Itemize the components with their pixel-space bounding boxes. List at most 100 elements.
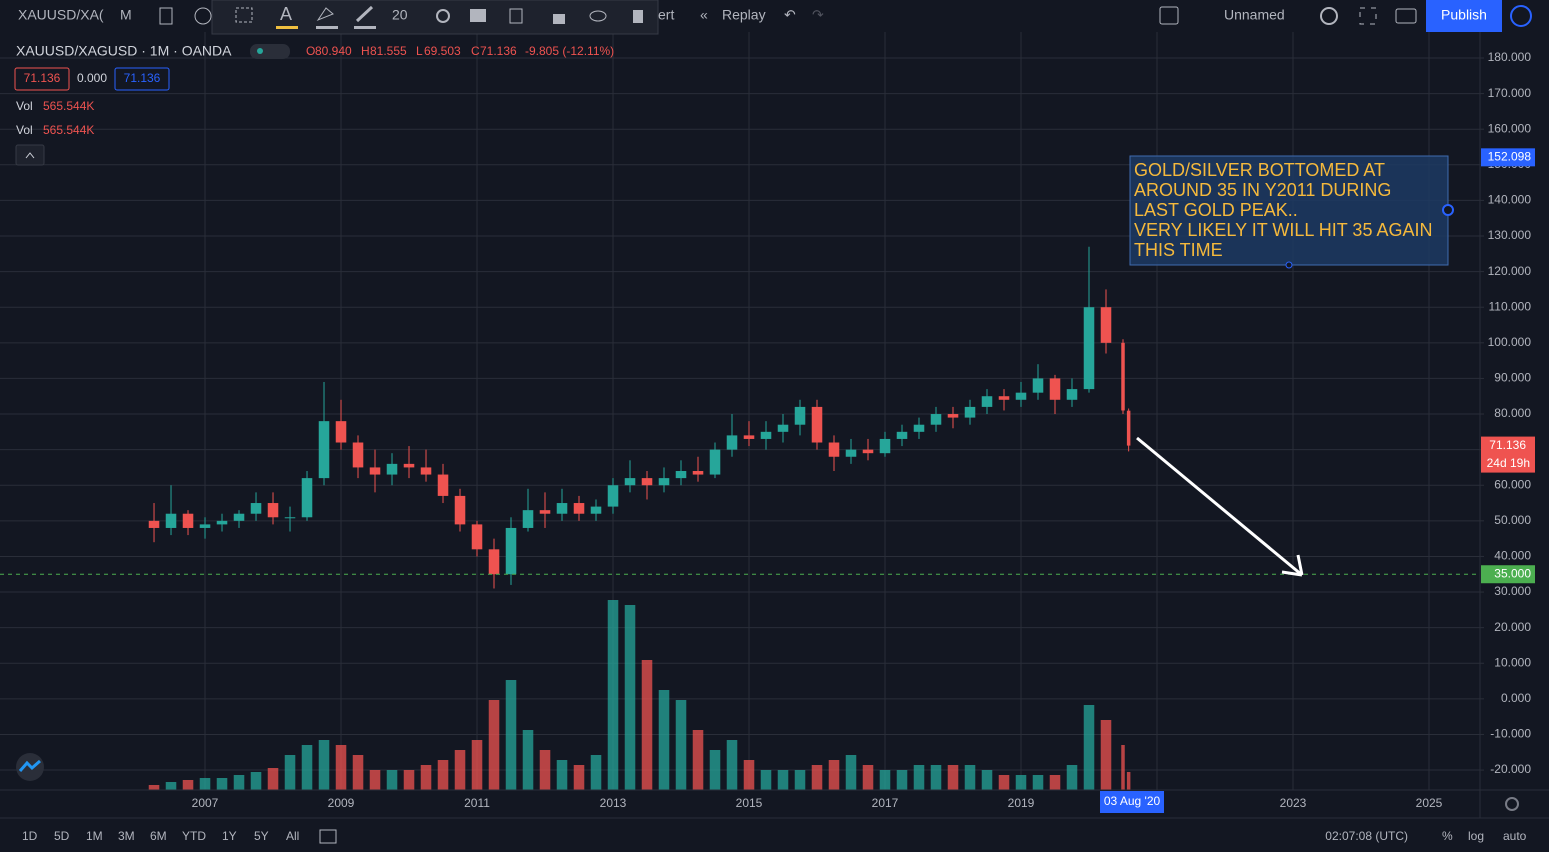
- range-button[interactable]: 1M: [86, 829, 103, 843]
- volume-bar: [1083, 705, 1095, 790]
- clone-tool[interactable]: [509, 8, 523, 24]
- range-button[interactable]: 5Y: [254, 829, 269, 843]
- line-tool[interactable]: [355, 5, 374, 23]
- volume-bar: [556, 760, 568, 790]
- y-tick-label: 120.000: [1488, 264, 1532, 278]
- publish-label[interactable]: Publish: [1441, 7, 1487, 23]
- price-label-bg: [1481, 148, 1535, 167]
- range-button[interactable]: All: [286, 829, 299, 843]
- candle-body: [794, 406, 806, 425]
- tv-logo-mark: [18, 759, 41, 772]
- crosshair-time: 03 Aug '20: [1104, 794, 1161, 808]
- candle-body: [675, 470, 687, 479]
- volume-bar: [794, 770, 806, 790]
- candle-body: [811, 406, 823, 443]
- fill-color: [316, 26, 338, 29]
- select-tool[interactable]: [235, 7, 253, 23]
- font-size[interactable]: 20: [392, 7, 408, 23]
- volume-bar: [641, 660, 653, 790]
- range-button[interactable]: YTD: [182, 829, 206, 843]
- collapse-legend[interactable]: [15, 144, 45, 166]
- vol-label: Vol: [16, 123, 33, 137]
- countdown: 24d 19h: [1487, 456, 1530, 470]
- layout-name[interactable]: Unnamed: [1224, 7, 1285, 23]
- snapshot-button[interactable]: [1395, 8, 1417, 24]
- y-tick-label: 130.000: [1488, 228, 1532, 242]
- annotation-handle[interactable]: [1442, 204, 1454, 216]
- x-tick-label: 2023: [1280, 796, 1307, 810]
- volume-bar: [454, 750, 466, 790]
- candle-body: [199, 524, 211, 528]
- date-range-button[interactable]: [319, 829, 337, 844]
- volume-bar: [1126, 771, 1131, 790]
- text-tool[interactable]: A: [280, 4, 292, 24]
- badge-left: [14, 67, 70, 91]
- legend-title: XAUUSD/XAGUSD · 1M · OANDA: [16, 43, 232, 59]
- fullscreen-button[interactable]: [1359, 7, 1377, 25]
- candle-body: [420, 467, 432, 475]
- range-button[interactable]: 1D: [22, 829, 38, 843]
- replay-button[interactable]: Replay: [722, 7, 766, 23]
- plot-area: [0, 32, 1480, 790]
- volume-bar: [1049, 775, 1061, 790]
- replay-play[interactable]: [1510, 5, 1532, 27]
- publish-button[interactable]: [1426, 0, 1502, 32]
- price-label-bg: [1481, 565, 1535, 584]
- hide-tool[interactable]: [589, 10, 607, 22]
- candle-body: [437, 474, 449, 496]
- range-button[interactable]: 1Y: [222, 829, 237, 843]
- volume-bar: [301, 745, 313, 790]
- auto-toggle[interactable]: auto: [1503, 829, 1527, 843]
- volume-bar: [233, 775, 245, 790]
- range-button[interactable]: 3M: [118, 829, 135, 843]
- candle-body: [947, 414, 959, 418]
- log-toggle[interactable]: log: [1468, 829, 1484, 843]
- alert-button[interactable]: ert: [658, 7, 674, 23]
- range-button[interactable]: 5D: [54, 829, 70, 843]
- y-tick-label: 160.000: [1488, 121, 1532, 135]
- chart-type-button[interactable]: [159, 7, 173, 25]
- candle-body: [216, 520, 228, 525]
- volume-bar: [692, 730, 704, 790]
- candle-body: [590, 506, 602, 514]
- layers-tool[interactable]: [470, 9, 486, 22]
- annotation-box[interactable]: [1129, 155, 1449, 266]
- settings-tool[interactable]: [436, 9, 450, 23]
- percent-toggle[interactable]: %: [1442, 829, 1453, 843]
- price-label: 152.098: [1488, 150, 1532, 164]
- indicators-button[interactable]: [194, 7, 212, 25]
- y-tick-label: 90.000: [1494, 371, 1531, 385]
- interval-button[interactable]: M: [120, 7, 132, 23]
- candle-body: [454, 495, 466, 525]
- volume-bar: [1121, 745, 1125, 790]
- y-tick-label: -20.000: [1490, 762, 1531, 776]
- symbol-button[interactable]: XAUUSD/XA(: [18, 7, 104, 23]
- y-tick-label: 0.000: [1501, 691, 1531, 705]
- x-tick-label: 2019: [1008, 796, 1035, 810]
- redo-button[interactable]: ↷: [812, 7, 824, 23]
- fill-tool[interactable]: [316, 7, 334, 22]
- volume-bar: [471, 740, 483, 790]
- range-button[interactable]: 6M: [150, 829, 167, 843]
- settings-button[interactable]: [1320, 7, 1338, 25]
- lock-tool[interactable]: [553, 14, 565, 24]
- candle-body: [1083, 307, 1095, 390]
- undo-button[interactable]: ↶: [784, 7, 796, 23]
- volume-bar: [930, 765, 942, 790]
- volume-bar: [369, 770, 381, 790]
- volume-bar: [165, 782, 177, 790]
- candle-body: [233, 513, 245, 521]
- vol-label: Vol: [16, 99, 33, 113]
- legend-l-label: L: [416, 44, 423, 58]
- annotation-line: AROUND 35 IN Y2011 DURING: [1134, 180, 1391, 200]
- delete-tool[interactable]: [633, 10, 643, 23]
- annotation-handle[interactable]: [1285, 261, 1293, 269]
- volume-bar: [522, 730, 534, 790]
- candle-body: [369, 467, 381, 475]
- layout-button[interactable]: [1159, 6, 1179, 25]
- volume-bar: [1100, 720, 1112, 790]
- candle-body: [386, 463, 398, 475]
- candle-body: [913, 424, 925, 432]
- axis-settings[interactable]: [1505, 797, 1519, 811]
